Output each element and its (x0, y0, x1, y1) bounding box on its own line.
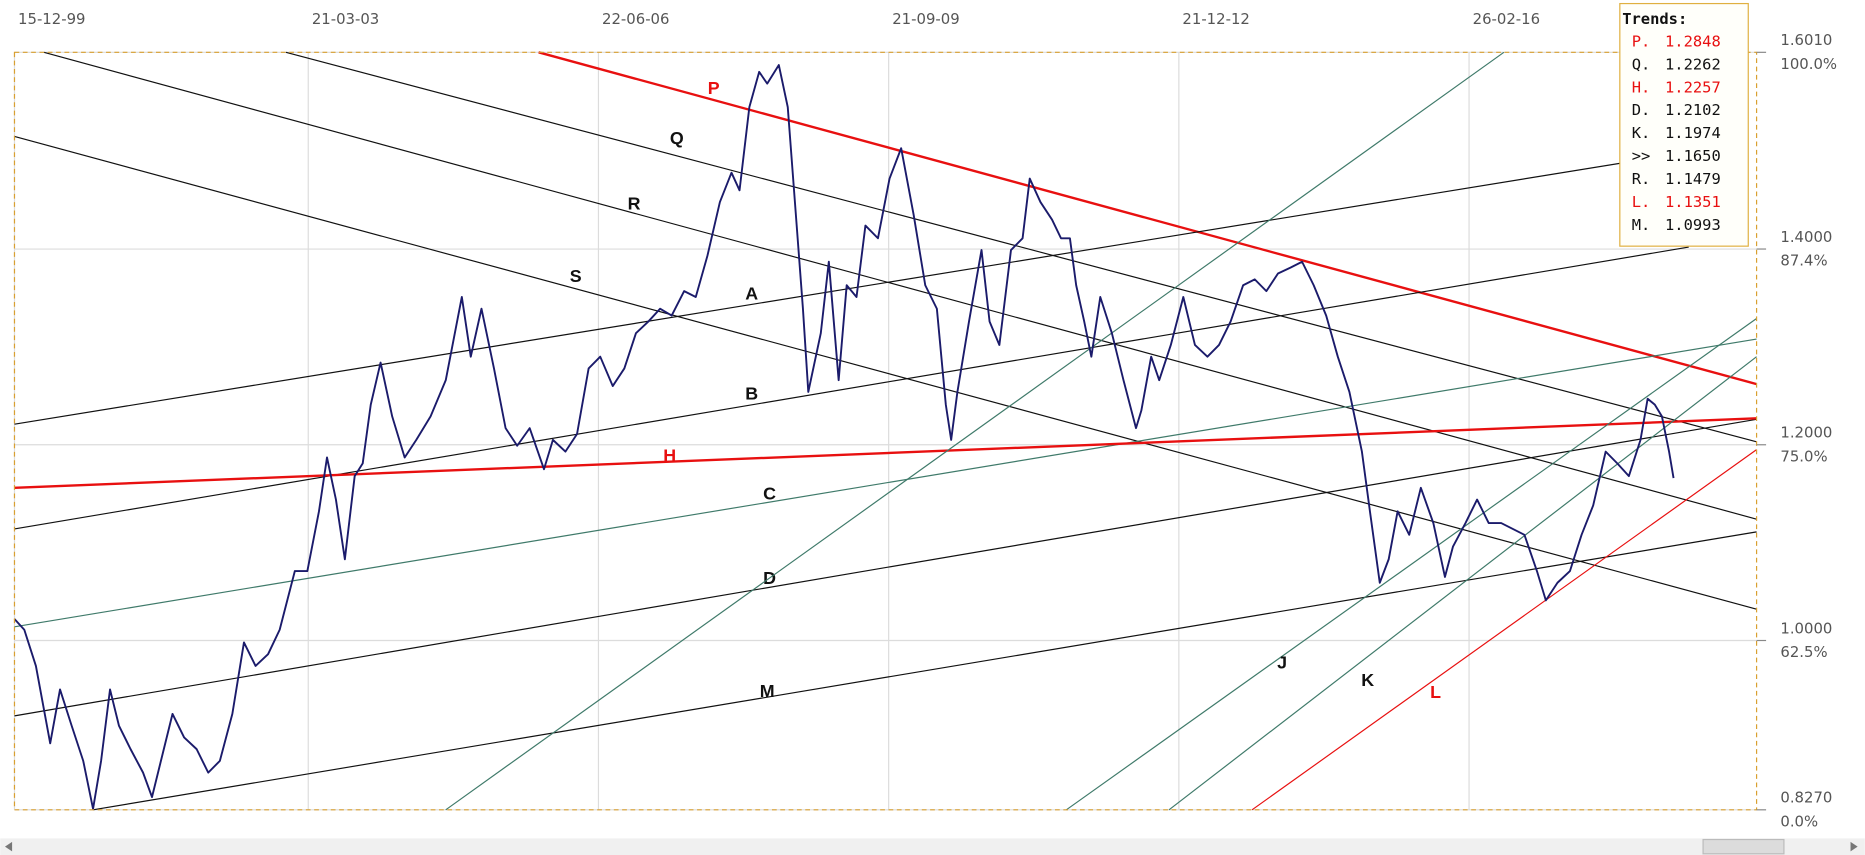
y-tick-percent: 0.0% (1780, 812, 1818, 830)
y-tick-percent: 62.5% (1780, 643, 1827, 661)
trendline-label: H (663, 445, 676, 465)
trends-title: Trends: (1622, 10, 1687, 28)
trend-entry-value: 1.0993 (1665, 216, 1721, 234)
y-tick-label: 1.6010 (1780, 31, 1832, 49)
x-tick-label: 26-02-16 (1473, 10, 1540, 28)
trendline-label: R (628, 193, 641, 213)
trend-entry-value: 1.1974 (1665, 124, 1721, 142)
y-tick-label: 1.0000 (1780, 619, 1832, 637)
trendline (445, 51, 1505, 811)
trendline-label: Q (670, 128, 684, 148)
y-tick-label: 1.2000 (1780, 424, 1832, 442)
x-tick-label: 22-06-06 (602, 10, 669, 28)
trend-entry-value: 1.1351 (1665, 193, 1721, 211)
y-tick-percent: 100.0% (1780, 55, 1837, 73)
trend-entry-value: 1.2848 (1665, 32, 1721, 50)
scrollbar[interactable] (0, 838, 1865, 855)
price-series (13, 64, 1675, 810)
plot-border (13, 51, 1758, 811)
trendline-label: P (708, 78, 720, 98)
grid (13, 51, 1757, 811)
trends-box-frame (1619, 2, 1749, 247)
trendline-label: L (1430, 682, 1441, 702)
trend-entry-label: >> (1632, 147, 1651, 165)
scroll-left[interactable] (4, 841, 13, 852)
trend-entry-label: L. (1632, 193, 1651, 211)
trendline (538, 51, 1757, 386)
trend-entry-value: 1.2262 (1665, 55, 1721, 73)
trendline-label: S (570, 266, 582, 286)
x-tick-label: 21-09-09 (892, 10, 959, 28)
x-tick-label: 21-12-12 (1182, 10, 1249, 28)
trend-entry-label: P. (1632, 32, 1651, 50)
trendline (285, 51, 1757, 443)
trend-entry: M. 1.0993 (1632, 216, 1721, 234)
trendline (14, 417, 1757, 490)
trend-entry-label: R. (1632, 170, 1651, 188)
y-tick-label: 1.4000 (1780, 228, 1832, 246)
trendline (14, 338, 1757, 628)
trend-entry-value: 1.2102 (1665, 101, 1721, 119)
trend-entry-label: H. (1632, 78, 1651, 96)
trend-entry-value: 1.1479 (1665, 170, 1721, 188)
axes: 15-12-99 21-03-03 22-06-06 21-09-09 21-12-12… (18, 10, 1837, 831)
x-tick-label: 21-03-03 (312, 10, 379, 28)
trend-entry: P. 1.2848 (1632, 32, 1721, 50)
price-line (13, 64, 1675, 810)
trendline-label: M (760, 681, 775, 701)
trendline (43, 51, 1757, 520)
x-tick-label: 15-12-99 (18, 10, 85, 28)
y-tick-label: 0.8270 (1780, 789, 1832, 807)
trendline-label: C (763, 483, 776, 503)
trends-box: Trends: P. 1.2848 Q. 1.2262 H. 1.2257 D. 1.2102 K… (1619, 2, 1749, 247)
trendline (1066, 318, 1757, 811)
y-tick-percent: 75.0% (1780, 447, 1827, 465)
trend-entry: K. 1.1974 (1632, 124, 1721, 142)
trendline (1251, 449, 1757, 811)
trendline (1168, 356, 1757, 811)
trend-entry-label: M. (1632, 216, 1651, 234)
trend-entry-value: 1.1650 (1665, 147, 1721, 165)
trendline (14, 151, 1689, 425)
trendline-label: A (745, 284, 758, 304)
trendline (14, 418, 1757, 717)
scrollbar-thumb[interactable] (1702, 838, 1785, 855)
trend-entry-label: D. (1632, 101, 1651, 119)
trend-entry-label: K. (1632, 124, 1651, 142)
trendline (14, 135, 1757, 610)
scroll-right[interactable] (1850, 841, 1858, 852)
trend-entry: >> 1.1650 (1632, 147, 1721, 165)
trend-entry-value: 1.2257 (1665, 78, 1721, 96)
trend-entry-label: Q. (1632, 55, 1651, 73)
trend-entry: L. 1.1351 (1632, 193, 1721, 211)
trendline (14, 246, 1689, 530)
trendline-label: B (745, 384, 758, 404)
trendline (92, 531, 1757, 811)
trend-entry: D. 1.2102 (1632, 101, 1721, 119)
trendline-label: J (1277, 652, 1287, 672)
trendline-label: K (1361, 670, 1374, 690)
trend-entry: R. 1.1479 (1632, 170, 1721, 188)
trend-entry: H. 1.2257 (1632, 78, 1721, 96)
trend-entry: Q. 1.2262 (1632, 55, 1721, 73)
y-tick-percent: 87.4% (1780, 252, 1827, 270)
